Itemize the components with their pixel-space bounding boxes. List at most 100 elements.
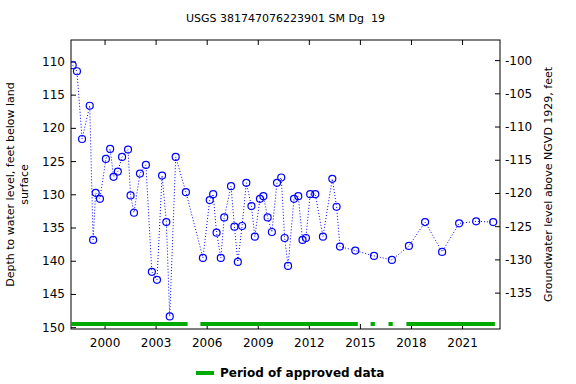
legend-label: Period of approved data: [220, 366, 384, 380]
data-point: [159, 172, 166, 179]
data-point: [285, 262, 292, 269]
approved-period: [388, 322, 392, 326]
y-tick: [71, 95, 76, 96]
data-point: [136, 170, 143, 177]
data-point: [278, 174, 285, 181]
data-point: [371, 252, 378, 259]
x-tick-label: 2000: [90, 336, 121, 350]
data-point: [73, 68, 80, 75]
data-point: [130, 209, 137, 216]
y2-tick: [495, 193, 500, 194]
data-point: [213, 229, 220, 236]
data-point: [473, 218, 480, 225]
data-point: [329, 175, 336, 182]
y-tick-label: 110: [42, 55, 65, 69]
data-point: [439, 248, 446, 255]
x-tick-label: 2018: [396, 336, 427, 350]
y-tick-label: 120: [42, 121, 65, 135]
y2-tick-label: -135: [505, 286, 532, 300]
approved-period: [406, 322, 495, 326]
data-point: [490, 219, 497, 226]
data-point: [405, 242, 412, 249]
y-tick-label: 135: [42, 221, 65, 235]
y2-tick: [495, 127, 500, 128]
data-point: [352, 247, 359, 254]
plot-frame: [71, 40, 500, 329]
data-point: [114, 168, 121, 175]
y2-tick: [495, 293, 500, 294]
y-tick: [71, 294, 76, 295]
y-tick: [71, 228, 76, 229]
y-label-line: surface: [18, 164, 31, 205]
y2-tick: [495, 259, 500, 260]
approved-period: [71, 322, 188, 326]
data-point: [251, 233, 258, 240]
data-point: [142, 161, 149, 168]
data-point: [102, 155, 109, 162]
data-line: [73, 65, 493, 316]
x-tick: [207, 40, 208, 45]
data-point: [148, 268, 155, 275]
y-tick: [71, 327, 76, 328]
y2-tick-label: -125: [505, 220, 532, 234]
x-tick: [411, 40, 412, 45]
y-tick-label: 150: [42, 321, 65, 335]
data-point: [295, 193, 302, 200]
data-point: [248, 203, 255, 210]
x-tick-label: 2012: [294, 336, 325, 350]
data-point: [86, 102, 93, 109]
y-label-line: Depth to water level, feet below land: [4, 82, 17, 287]
data-point: [119, 153, 126, 160]
data-point: [302, 234, 309, 241]
data-point: [264, 214, 271, 221]
y2-tick-label: -130: [505, 253, 532, 267]
x-tick-label: 2021: [447, 336, 478, 350]
y-tick: [71, 194, 76, 195]
data-point: [231, 223, 238, 230]
data-point: [260, 193, 267, 200]
y2-tick-label: -115: [505, 153, 532, 167]
y-tick-label: 145: [42, 287, 65, 301]
data-point: [79, 135, 86, 142]
data-point: [234, 258, 241, 265]
data-point: [107, 145, 114, 152]
data-point: [239, 223, 246, 230]
data-point: [210, 191, 217, 198]
data-point: [125, 146, 132, 153]
data-point: [182, 189, 189, 196]
data-point: [90, 236, 97, 243]
y2-tick-label: -110: [505, 120, 532, 134]
y2-label: Groundwater level above NGVD 1929, feet: [542, 66, 555, 302]
data-point: [153, 276, 160, 283]
data-point: [166, 313, 173, 320]
y-tick-label: 140: [42, 254, 65, 268]
data-point: [228, 183, 235, 190]
data-point: [456, 220, 463, 227]
approved-period: [200, 322, 357, 326]
y2-tick-label: -105: [505, 87, 532, 101]
data-point: [163, 219, 170, 226]
y-tick: [71, 128, 76, 129]
y-tick-label: 115: [42, 88, 65, 102]
y2-tick-label: -100: [505, 54, 532, 68]
x-tick-label: 2015: [345, 336, 376, 350]
y2-tick: [495, 93, 500, 94]
y-tick-label: 125: [42, 155, 65, 169]
data-point: [333, 203, 340, 210]
y2-tick: [495, 160, 500, 161]
x-tick: [258, 40, 259, 45]
x-tick-label: 2009: [243, 336, 274, 350]
x-tick-label: 2006: [192, 336, 223, 350]
x-tick: [105, 40, 106, 45]
y-tick-label: 130: [42, 188, 65, 202]
data-point: [422, 219, 429, 226]
x-tick: [360, 40, 361, 45]
data-point: [172, 153, 179, 160]
x-tick-label: 2003: [141, 336, 172, 350]
data-point: [336, 243, 343, 250]
chart: USGS 381747076223901 SM Dg 19 2000 2003 200…: [0, 0, 576, 384]
data-point: [221, 214, 228, 221]
y-tick: [71, 261, 76, 262]
data-point: [243, 179, 250, 186]
title: USGS 381747076223901 SM Dg 19: [186, 12, 385, 25]
